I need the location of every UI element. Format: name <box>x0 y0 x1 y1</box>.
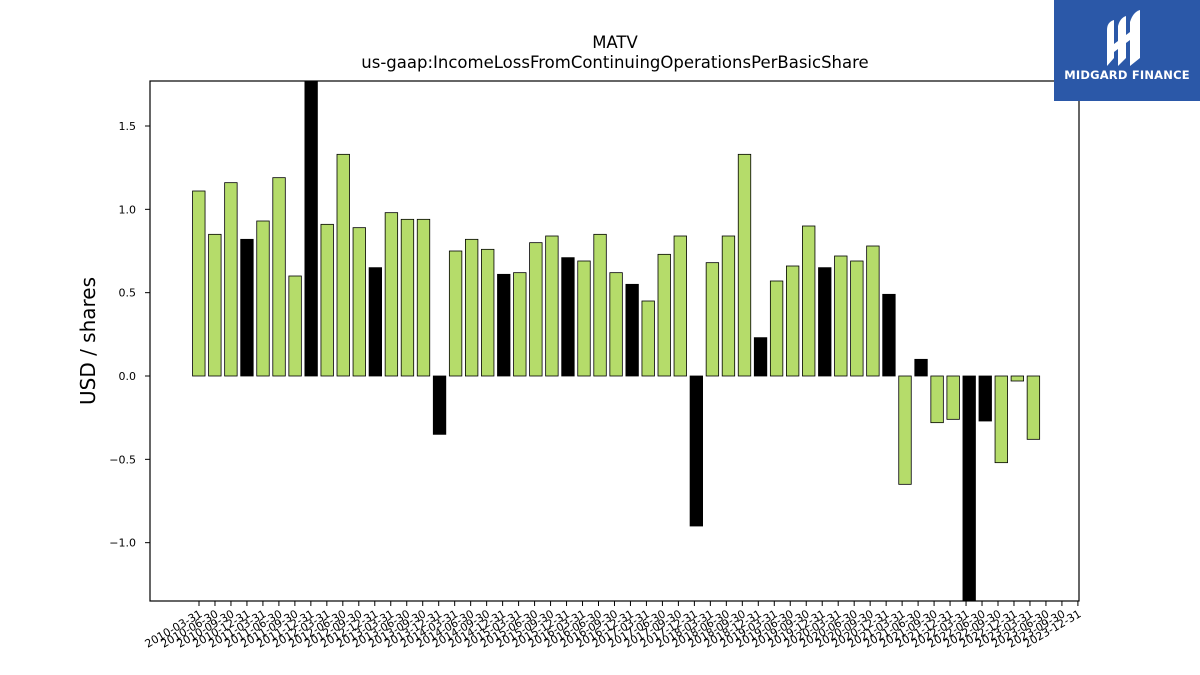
y-tick-label: 0.0 <box>119 370 137 383</box>
bar <box>641 300 655 377</box>
bar <box>930 375 944 424</box>
y-tick-label: −0.5 <box>109 453 136 466</box>
bar <box>352 227 366 377</box>
y-axis-label: USD / shares <box>76 277 100 405</box>
bar <box>593 233 607 377</box>
bar <box>914 358 928 377</box>
bar <box>529 242 543 377</box>
bar <box>336 153 350 377</box>
bar <box>753 337 768 377</box>
chart-title: MATV <box>592 33 638 52</box>
y-axis: −1.0 −0.5 0.0 0.5 1.0 1.5 <box>109 120 150 550</box>
bar <box>657 253 671 377</box>
bar <box>1026 375 1041 440</box>
bar <box>802 225 816 377</box>
bar <box>384 212 399 377</box>
bar <box>432 375 447 435</box>
bar <box>866 245 880 377</box>
bar <box>994 375 1008 464</box>
bar <box>240 238 254 377</box>
bar <box>416 218 431 377</box>
bar <box>625 283 639 377</box>
bar <box>208 233 222 377</box>
y-tick-label: 0.5 <box>119 287 137 300</box>
bar <box>898 375 912 485</box>
bar <box>464 238 479 377</box>
bar <box>786 265 800 377</box>
bar <box>946 375 960 420</box>
bar <box>962 375 976 602</box>
y-tick-label: −1.0 <box>109 537 136 550</box>
bar <box>882 293 896 377</box>
bar <box>818 267 832 377</box>
plot-frame <box>149 80 1080 602</box>
bar <box>481 248 495 377</box>
y-tick-label: 1.5 <box>119 120 137 133</box>
bar <box>400 218 415 377</box>
bar <box>705 262 720 377</box>
bar <box>288 275 302 377</box>
y-tick-label: 1.0 <box>119 203 137 216</box>
bar <box>850 260 864 377</box>
midgard-m-icon <box>1107 10 1140 66</box>
bar <box>272 177 286 377</box>
bar <box>561 257 575 377</box>
bars-group <box>192 80 1041 602</box>
bar <box>513 272 527 377</box>
bar <box>978 375 992 422</box>
bar <box>1010 375 1024 382</box>
bar <box>673 235 687 377</box>
chart-subtitle: us-gaap:IncomeLossFromContinuingOperatio… <box>361 53 868 72</box>
logo-text: MIDGARD FINANCE <box>1064 68 1190 82</box>
bar <box>769 280 784 377</box>
bar <box>192 190 206 377</box>
bar <box>304 80 318 377</box>
bar <box>497 273 511 377</box>
bar <box>256 220 270 377</box>
x-axis: 2010-03-312010-06-302010-09-302010-12-31… <box>143 601 1083 651</box>
bar <box>609 272 623 377</box>
bar <box>721 235 736 377</box>
bar <box>834 255 848 377</box>
bar <box>448 250 463 377</box>
bar <box>320 223 334 377</box>
bar <box>368 267 383 377</box>
bar <box>737 153 752 377</box>
bar <box>577 260 591 377</box>
bar <box>224 182 238 377</box>
midgard-finance-logo: MIDGARD FINANCE <box>1054 0 1200 101</box>
bar <box>545 235 559 377</box>
bar <box>689 375 703 527</box>
